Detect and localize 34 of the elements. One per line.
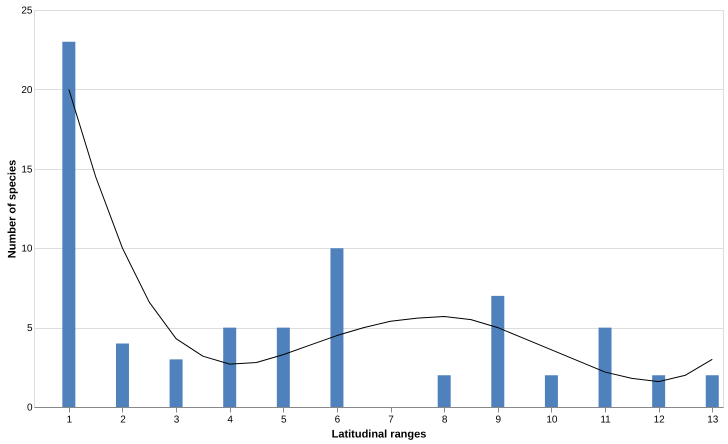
y-tick-label: 25	[21, 6, 33, 16]
bar	[438, 375, 451, 407]
bar	[116, 343, 129, 407]
bar	[170, 359, 183, 407]
y-axis-title: Number of species	[6, 160, 18, 258]
x-tick-label: 10	[546, 414, 558, 426]
bar	[276, 328, 290, 407]
bar	[330, 248, 344, 407]
y-tick-label: 5	[26, 323, 33, 334]
line-series	[68, 88, 713, 382]
y-tick-label: 15	[21, 164, 33, 176]
bar	[491, 296, 504, 407]
bar	[652, 375, 666, 407]
y-tick-label: 10	[21, 244, 33, 255]
bar	[544, 375, 558, 407]
x-tick-label: 9	[496, 414, 502, 426]
bar	[223, 328, 236, 407]
x-tick-label: 2	[120, 414, 126, 426]
y-tick-label: 20	[21, 84, 33, 96]
x-tick-label: 4	[227, 414, 234, 426]
x-axis-title: Latitudinal ranges	[332, 428, 426, 440]
x-tick-label: 3	[174, 414, 180, 426]
bar	[62, 42, 76, 407]
x-tick-label: 12	[654, 414, 666, 426]
x-tick-label: 13	[707, 414, 719, 426]
x-tick-label: 1	[66, 414, 73, 426]
x-tick-label: 6	[334, 414, 341, 426]
y-tick-label: 0	[26, 402, 33, 414]
x-tick-label: 7	[388, 414, 394, 426]
bar	[706, 375, 719, 407]
bar	[598, 328, 612, 407]
x-tick-label: 5	[281, 414, 288, 426]
x-tick-label: 8	[442, 414, 448, 426]
x-tick-label: 11	[600, 414, 612, 426]
